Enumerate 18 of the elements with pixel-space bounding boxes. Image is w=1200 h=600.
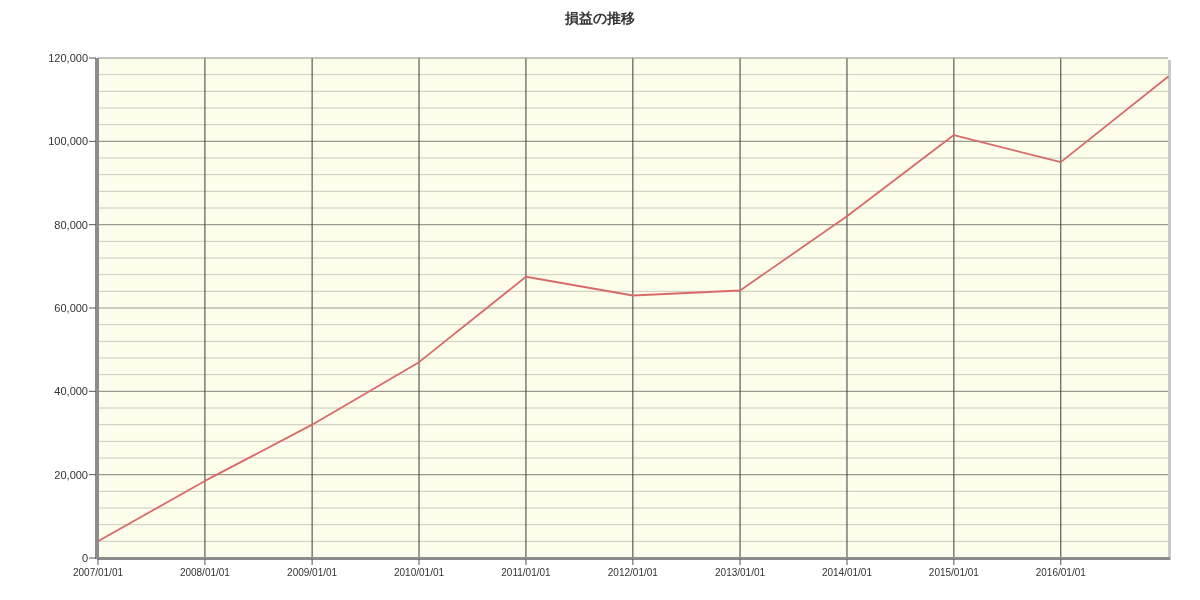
x-tick-label: 2011/01/01 (501, 567, 551, 578)
title: 損益の推移 (565, 10, 635, 26)
x-tick-label: 2010/01/01 (394, 567, 445, 578)
x-tick-label: 2012/01/01 (607, 567, 658, 578)
x-tick-label: 2014/01/01 (821, 567, 872, 578)
x-tick-label: 2008/01/01 (179, 567, 230, 578)
y-tick-label: 0 (81, 552, 88, 564)
x-tick-label: 2009/01/01 (287, 567, 338, 578)
x-tick-label: 2013/01/01 (715, 567, 766, 578)
x-tick-label: 2015/01/01 (928, 567, 979, 578)
x-tick-label: 2007/01/01 (72, 567, 124, 578)
y-tick-label: 40,000 (54, 385, 88, 398)
y-tick-label: 100,000 (48, 135, 88, 148)
y-tick-label: 60,000 (54, 302, 88, 314)
y-tick-label: 120,000 (48, 52, 88, 64)
x-tick-label: 2016/01/01 (1035, 567, 1086, 578)
y-tick-label: 80,000 (54, 218, 88, 231)
y-tick-label: 20,000 (54, 468, 88, 481)
